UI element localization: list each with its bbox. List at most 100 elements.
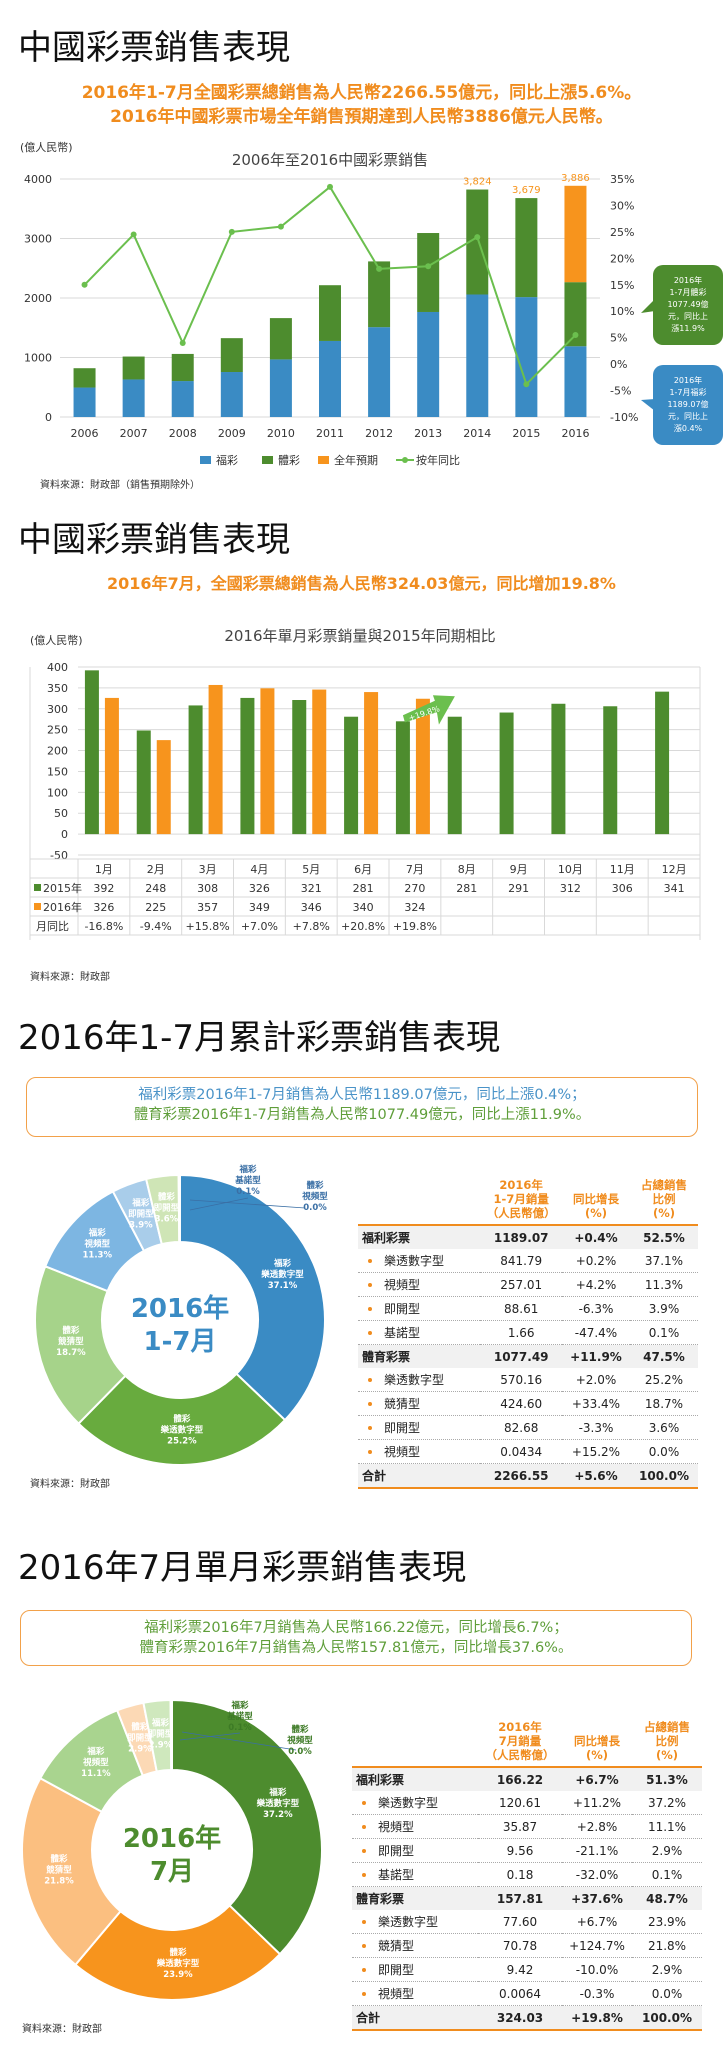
pie2-slice-label: 即開型 (127, 1733, 153, 1744)
chart1-yoy-point (81, 281, 88, 288)
pie1-slice-label: 視頻型 (301, 1191, 328, 1202)
ytd-row: 合計 2266.55 +5.6% 100.0% (358, 1463, 698, 1489)
chart1-ytick: 2000 (24, 292, 52, 305)
ytd-cell: 即開型 (358, 1415, 481, 1440)
chart2-table-swatch (34, 903, 41, 910)
bullet-icon (368, 1450, 372, 1454)
chart2-bar-2015 (240, 697, 255, 835)
july-header-cell: 2016年 7月銷量 （人民幣億） (478, 1700, 562, 1768)
july-cell: 77.60 (478, 1910, 562, 1934)
section4-summary-box: 福利彩票2016年7月銷售為人民幣166.22億元，同比增長6.7%； 體育彩票… (20, 1610, 692, 1666)
july-row: 福利彩票 166.22 +6.7% 51.3% (352, 1767, 702, 1791)
chart2-table-cell: 357 (197, 901, 218, 914)
pie1-slice-label: 福彩 (238, 1164, 257, 1175)
chart2-bar-2016 (104, 697, 119, 835)
july-cell: 樂透數字型 (352, 1791, 478, 1815)
chart1-yoy-point (228, 228, 235, 235)
chart2-table-cell: -16.8% (84, 920, 123, 933)
july-cell: -21.1% (562, 1838, 632, 1863)
chart2-bar-2015 (603, 706, 618, 835)
ytd-cell: 37.1% (629, 1249, 698, 1273)
chart1-callout-welfare-text: 漲0.4% (674, 424, 703, 433)
chart1-ytick: 4000 (24, 173, 52, 186)
section2-source: 資料來源：財政部 (30, 972, 110, 983)
chart2-xtick: 11月 (610, 863, 635, 876)
chart1-legend-swatch (318, 456, 329, 464)
chart1-legend-swatch (262, 456, 273, 464)
pie1-slice-label: 基諾型 (234, 1175, 261, 1186)
chart1-bar-welfare (417, 311, 440, 417)
chart1-callout-sports-text: 漲11.9% (671, 324, 705, 333)
chart1-yoy-point (376, 265, 383, 272)
july-cell: 48.7% (632, 1886, 702, 1910)
chart2-bar-2015 (447, 716, 462, 835)
pie2-slice-label: 樂透數字型 (257, 1798, 300, 1809)
july-cell: +2.8% (562, 1814, 632, 1839)
chart1-xtick: 2012 (365, 427, 393, 440)
pie2-slice (171, 1698, 323, 1956)
july-row: 即開型 9.56 -21.1% 2.9% (352, 1838, 702, 1863)
july-cell: +124.7% (562, 1933, 632, 1958)
chart1-xtick: 2009 (218, 427, 246, 440)
chart1-xtick: 2010 (267, 427, 295, 440)
chart1-xtick: 2011 (316, 427, 344, 440)
chart2-table-cell: 248 (145, 882, 166, 895)
pie2-slice-label: 福彩 (86, 1746, 105, 1757)
chart2-bar-2016 (260, 688, 275, 835)
july-table: 2016年 7月銷量 （人民幣億） 同比增長 (%) 占總銷售 比例 (%) 福利彩票 166.2… (352, 1700, 702, 2031)
ytd-cell: 競猜型 (358, 1391, 481, 1416)
ytd-cell: 11.3% (629, 1272, 698, 1297)
chart1-bar-sports (368, 261, 391, 328)
pie2-slice-label: 福彩 (151, 1718, 170, 1729)
pie1-slice-label: 即開型 (154, 1202, 180, 1213)
annual-sales-chart: 2006年至2016中國彩票銷售 (億人民幣) 0 1000 2000 3000 4000 -… (20, 141, 723, 467)
pie1-slice-label: 體彩 (306, 1180, 324, 1191)
july-cell: 324.03 (478, 2005, 562, 2031)
pie1-slice-pct: 25.2% (167, 1436, 197, 1446)
chart2-ytick: 400 (47, 661, 68, 674)
chart1-data-label: 3,824 (463, 177, 492, 188)
ytd-row: 體育彩票 1077.49 +11.9% 47.5% (358, 1344, 698, 1368)
chart1-bar-sports (122, 356, 145, 380)
chart1-callout-sports-text: 元，同比上 (668, 311, 708, 321)
chart2-ytick: 50 (54, 807, 68, 820)
chart2-table-cell: +15.8% (185, 920, 229, 933)
ytd-cell: 257.01 (480, 1272, 562, 1297)
chart1-bar-welfare (466, 294, 489, 417)
chart1-yoy-point (474, 234, 481, 241)
july-header-cell: 同比增長 (%) (562, 1700, 632, 1768)
ytd-cell: 424.60 (480, 1391, 562, 1416)
july-cell: 120.61 (478, 1791, 562, 1815)
ytd-cell: 1077.49 (480, 1344, 562, 1368)
july-row: 即開型 9.42 -10.0% 2.9% (352, 1957, 702, 1982)
chart1-xtick: 2006 (71, 427, 99, 440)
chart1-y2tick: 30% (610, 199, 634, 212)
chart2-table-cell: 281 (353, 882, 374, 895)
july-cell: 35.87 (478, 1814, 562, 1839)
ytd-row: 視頻型 0.0434 +15.2% 0.0% (358, 1439, 698, 1464)
chart2-bar-2015 (499, 712, 514, 835)
chart2-ylabel: (億人民幣) (30, 634, 83, 647)
chart1-bar-sports (417, 233, 440, 312)
ytd-cell: +0.4% (561, 1225, 630, 1249)
ytd-cell: 樂透數字型 (358, 1249, 481, 1273)
pie2-slice-label: 即開型 (148, 1729, 174, 1740)
ytd-cell: 1189.07 (480, 1225, 562, 1249)
pie1-center-line1: 2016年 (131, 1293, 229, 1324)
chart2-bar-2015 (344, 716, 359, 835)
ytd-cell: 47.5% (629, 1344, 698, 1368)
chart2-xtick: 9月 (510, 863, 528, 876)
bullet-icon (368, 1259, 372, 1263)
chart2-table-cell: 324 (404, 901, 425, 914)
pie1-leader (189, 1197, 249, 1211)
chart2-ytick: 300 (47, 703, 68, 716)
chart1-bar-sports (466, 189, 489, 295)
july-row: 樂透數字型 120.61 +11.2% 37.2% (352, 1791, 702, 1815)
chart1-callout-welfare-text: 1-7月福彩 (669, 387, 706, 397)
chart2-ytick: 350 (47, 682, 68, 695)
ytd-cell: 88.61 (480, 1296, 562, 1321)
chart1-bar-welfare (171, 381, 194, 417)
chart1-y2tick: 0% (610, 358, 627, 371)
ytd-row: 樂透數字型 841.79 +0.2% 37.1% (358, 1249, 698, 1273)
july-row: 視頻型 0.0064 -0.3% 0.0% (352, 1981, 702, 2006)
